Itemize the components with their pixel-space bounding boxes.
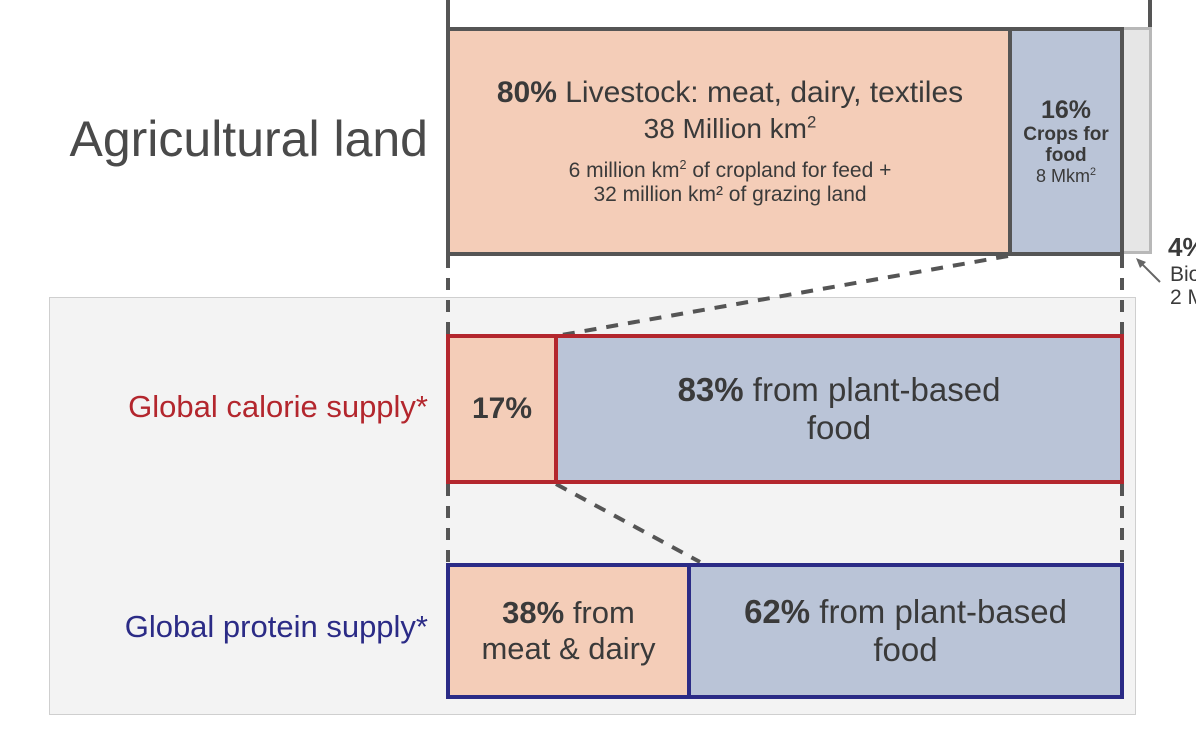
livestock-area-value: 38 Million km	[643, 112, 808, 144]
biofuel-label: Bio	[1170, 263, 1196, 286]
protein-animal-pct: 38%	[502, 595, 565, 631]
livestock-detail-line1: 6 million km2 of cropland for feed +	[568, 157, 892, 183]
calorie-plant-line2: food	[806, 409, 872, 446]
crops-land-box: 16% Crops for food 8 Mkm2	[1008, 27, 1124, 256]
dashed-diagonal-land-calorie	[555, 254, 1009, 338]
protein-plant-line2: food	[873, 631, 938, 668]
calorie-plant-box: 83% from plant-based food	[554, 334, 1124, 484]
livestock-label: Livestock: meat, dairy, textiles	[556, 76, 964, 110]
crops-pct: 16%	[1040, 95, 1092, 124]
protein-plant-text1: from plant-based	[810, 593, 1067, 631]
livestock-land-box: 80% Livestock: meat, dairy, textiles 38 …	[446, 27, 1012, 256]
livestock-area-sup: 2	[807, 112, 817, 132]
protein-animal-line1: 38% from	[502, 595, 635, 631]
calorie-plant-text1: from plant-based	[743, 371, 1001, 409]
livestock-area: 38 Million km2	[644, 113, 817, 145]
biofuel-pct: 4%	[1168, 232, 1196, 262]
calorie-animal-pct: 17%	[471, 391, 533, 425]
crops-area-value: 8 Mkm	[1035, 166, 1090, 187]
protein-plant-line1: 62% from plant-based	[744, 593, 1067, 631]
biofuel-area: 2 M	[1170, 286, 1196, 309]
biofuel-arrow-head	[1136, 258, 1146, 268]
protein-plant-pct: 62%	[744, 593, 811, 631]
crops-label-line2: food	[1045, 144, 1087, 166]
livestock-detail-a: 6 million km	[568, 158, 680, 182]
crops-area-sup: 2	[1089, 166, 1096, 179]
dashed-diagonal-calorie-protein	[555, 482, 701, 564]
livestock-detail-line2: 32 million km² of grazing land	[593, 182, 867, 206]
calorie-supply-label: Global calorie supply*	[128, 389, 428, 424]
protein-animal-text1: from	[564, 595, 635, 631]
livestock-pct: 80%	[496, 76, 557, 110]
livestock-detail-b: of cropland for feed +	[686, 158, 892, 182]
agricultural-land-title: Agricultural land	[69, 111, 428, 167]
calorie-animal-box: 17%	[446, 334, 558, 484]
protein-supply-label: Global protein supply*	[124, 609, 428, 644]
crops-area: 8 Mkm2	[1036, 166, 1096, 187]
calorie-plant-line1: 83% from plant-based	[678, 371, 1001, 409]
calorie-plant-pct: 83%	[677, 371, 744, 409]
biofuel-land-box	[1124, 27, 1152, 254]
protein-animal-line2: meat & dairy	[481, 631, 656, 666]
protein-plant-box: 62% from plant-based food	[687, 563, 1124, 699]
livestock-heading: 80% Livestock: meat, dairy, textiles	[497, 76, 963, 111]
protein-animal-box: 38% from meat & dairy	[446, 563, 691, 699]
livestock-detail-sup: 2	[679, 157, 687, 172]
crops-label-line1: Crops for	[1023, 123, 1109, 145]
